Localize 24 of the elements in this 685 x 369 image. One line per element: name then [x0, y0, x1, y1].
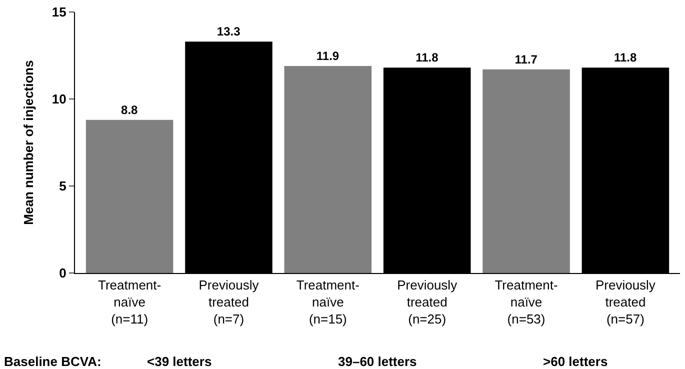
text: >60 letters [543, 354, 608, 369]
text: <39 letters [147, 354, 212, 369]
x-tick-label: Previously treated (n=25) [397, 278, 458, 326]
x-tick-label: Previously treated (n=57) [595, 278, 656, 326]
data-label: 11.8 [614, 50, 637, 65]
x-tick-label: Treatment- naïve (n=53) [494, 278, 558, 326]
bar [86, 120, 174, 273]
y-tick-label: 0 [59, 266, 66, 281]
data-label: 11.8 [416, 50, 439, 65]
data-label: 8.8 [121, 102, 138, 117]
text: Baseline BCVA: [4, 354, 102, 369]
bar [482, 69, 570, 273]
data-label: 11.9 [316, 48, 340, 63]
x-tick-label: Previously treated (n=7) [198, 278, 260, 326]
y-tick-label: 5 [59, 178, 66, 194]
x-tick-label: Treatment- naïve (n=15) [296, 278, 360, 326]
y-axis-title: Mean number of injections [20, 60, 36, 225]
y-tick-label: 10 [52, 92, 66, 107]
data-label: 11.7 [514, 52, 538, 66]
bar [284, 66, 372, 273]
data-label: 13.3 [216, 24, 241, 39]
y-tick-label: 15 [52, 4, 66, 20]
text: 39–60 letters [338, 354, 417, 369]
x-tick-label: Treatment- naïve (n=11) [98, 278, 162, 326]
